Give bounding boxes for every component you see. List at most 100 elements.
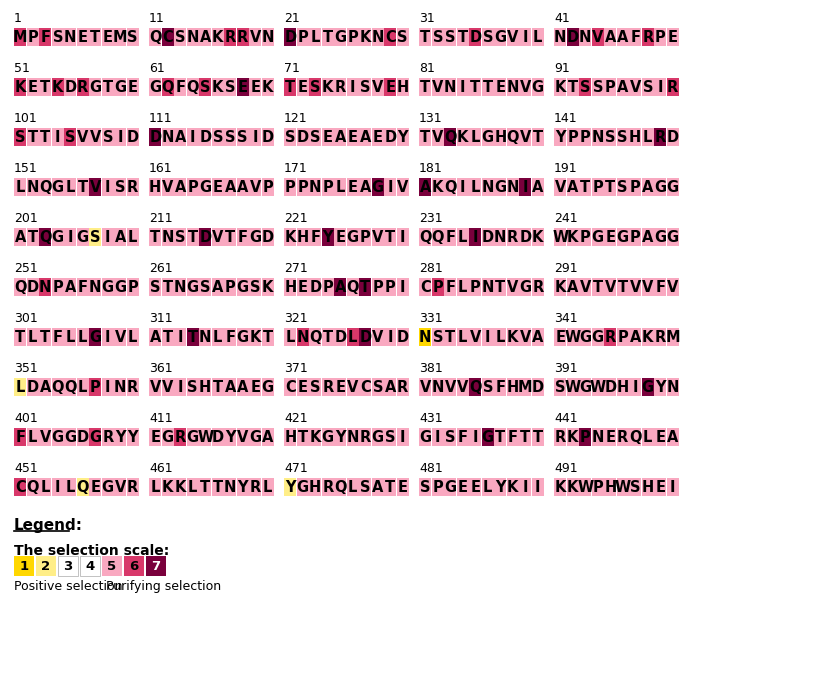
Bar [667,178,679,196]
Text: N: N [667,380,679,394]
Bar [212,478,223,496]
Text: S: S [433,329,443,344]
Text: R: R [532,279,543,295]
Text: 171: 171 [284,162,308,175]
Text: 461: 461 [149,462,173,475]
Bar [187,278,198,296]
Text: P: P [433,279,443,295]
Text: S: S [250,279,261,295]
Bar [187,428,198,446]
Text: L: L [128,329,137,344]
Text: L: L [78,380,88,394]
Bar [14,228,26,246]
Bar [566,478,579,496]
Text: T: T [151,229,160,245]
Bar [396,278,409,296]
Text: G: G [187,430,198,444]
Bar [444,378,457,396]
Text: G: G [667,179,679,195]
Bar [629,228,641,246]
Text: N: N [309,179,322,195]
Text: P: P [225,279,236,295]
Bar [616,178,629,196]
Text: V: V [162,179,174,195]
Bar [579,28,591,46]
Text: I: I [523,30,528,44]
Text: H: H [642,480,654,495]
Bar [334,228,347,246]
Bar [481,378,494,396]
Text: G: G [419,430,432,444]
Text: D: D [149,130,161,145]
Bar [432,478,444,496]
Bar [566,428,579,446]
Bar [224,478,237,496]
Text: K: K [567,229,578,245]
Bar [114,178,127,196]
Text: P: P [592,179,603,195]
Bar [297,28,308,46]
Text: L: L [16,179,25,195]
Text: L: L [643,430,653,444]
Bar [297,428,308,446]
Bar [654,278,667,296]
Text: R: R [102,430,113,444]
Text: S: S [580,80,590,94]
Text: I: I [388,329,393,344]
Bar [419,328,431,346]
Bar [494,128,506,146]
Bar [261,428,274,446]
Text: 21: 21 [284,12,299,25]
Bar [114,378,127,396]
Text: G: G [322,430,334,444]
Text: R: R [127,480,138,495]
Bar [174,78,186,96]
Bar [297,178,308,196]
Bar [39,428,51,446]
Text: N: N [347,430,359,444]
Text: E: E [335,229,345,245]
Bar [629,328,641,346]
Bar [554,478,566,496]
Text: E: E [373,130,383,145]
Text: P: P [385,279,395,295]
Bar [642,78,653,96]
Text: C: C [385,30,395,44]
Text: A: A [15,229,26,245]
Text: V: V [457,380,468,394]
Bar [249,128,261,146]
Text: K: K [555,279,566,295]
Bar [149,28,161,46]
Bar [14,178,26,196]
Text: N: N [481,179,494,195]
Text: Y: Y [323,229,333,245]
Bar [532,328,543,346]
Text: N: N [64,30,76,44]
Text: P: P [298,179,308,195]
Text: D: D [26,279,39,295]
Text: D: D [385,130,396,145]
Text: S: S [188,380,198,394]
Bar [89,128,101,146]
Text: I: I [105,229,111,245]
Text: T: T [420,80,430,94]
Bar [591,128,604,146]
Bar [566,378,579,396]
Bar [667,28,679,46]
Bar [654,378,667,396]
Bar [384,378,396,396]
Text: 4: 4 [85,559,94,572]
Text: D: D [397,329,409,344]
Text: S: S [643,80,653,94]
Text: G: G [297,480,308,495]
Bar [26,228,39,246]
Text: H: H [629,130,642,145]
Text: K: K [457,130,468,145]
Bar [347,228,359,246]
Bar [212,78,223,96]
Text: A: A [617,30,629,44]
Bar [161,428,174,446]
Text: S: S [592,80,603,94]
Bar [261,328,274,346]
Bar [481,178,494,196]
